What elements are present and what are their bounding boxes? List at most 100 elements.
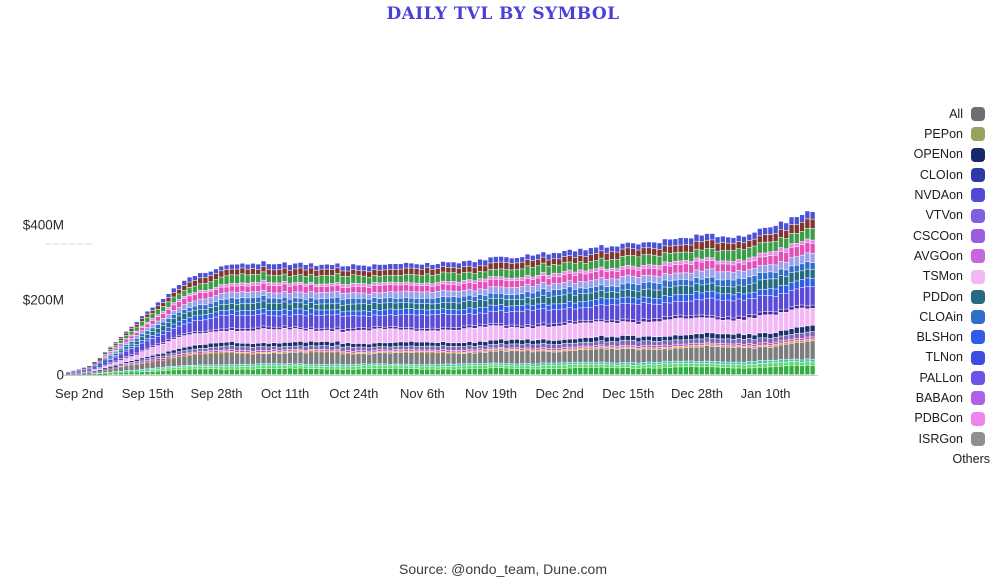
tvl-bar[interactable]	[694, 234, 699, 375]
tvl-bar[interactable]	[266, 264, 271, 375]
tvl-bar[interactable]	[720, 236, 726, 375]
tvl-bar[interactable]	[699, 235, 704, 375]
tvl-bar[interactable]	[271, 264, 277, 375]
tvl-bar[interactable]	[351, 264, 356, 375]
tvl-bar[interactable]	[219, 266, 224, 375]
tvl-bar[interactable]	[366, 266, 372, 375]
tvl-bar[interactable]	[541, 252, 546, 375]
tvl-bar[interactable]	[599, 245, 604, 375]
tvl-bar[interactable]	[630, 243, 636, 375]
tvl-bar[interactable]	[108, 346, 113, 375]
tvl-bar[interactable]	[87, 366, 92, 375]
tvl-bar[interactable]	[604, 247, 609, 375]
legend-item-others[interactable]: Others	[913, 449, 990, 469]
tvl-bar[interactable]	[784, 223, 789, 375]
tvl-bar[interactable]	[636, 244, 641, 375]
legend-item-isrgon[interactable]: ISRGon	[913, 429, 985, 449]
tvl-bar[interactable]	[799, 214, 805, 375]
legend-item-blshon[interactable]: BLSHon	[913, 327, 985, 347]
tvl-bar[interactable]	[477, 259, 483, 375]
tvl-bar[interactable]	[467, 260, 472, 375]
tvl-bar[interactable]	[715, 237, 720, 375]
tvl-bar[interactable]	[319, 264, 324, 375]
legend-item-nvdaon[interactable]: NVDAon	[913, 185, 985, 205]
tvl-bar[interactable]	[419, 264, 425, 375]
tvl-bar[interactable]	[198, 273, 203, 375]
tvl-bar[interactable]	[757, 228, 762, 375]
tvl-bar[interactable]	[171, 288, 176, 375]
tvl-bar[interactable]	[662, 239, 667, 375]
tvl-bar[interactable]	[472, 262, 477, 375]
tvl-bar[interactable]	[314, 265, 319, 375]
tvl-bar[interactable]	[762, 227, 768, 375]
tvl-bar[interactable]	[382, 264, 388, 375]
legend-item-pddon[interactable]: PDDon	[913, 287, 985, 307]
tvl-bar[interactable]	[483, 260, 488, 375]
tvl-bar[interactable]	[741, 236, 747, 375]
tvl-bar[interactable]	[535, 254, 541, 375]
tvl-bar[interactable]	[726, 237, 731, 375]
tvl-bar[interactable]	[810, 212, 815, 375]
tvl-bar[interactable]	[213, 269, 219, 375]
tvl-bar[interactable]	[356, 265, 361, 375]
tvl-bar[interactable]	[124, 331, 129, 375]
tvl-bar[interactable]	[498, 256, 504, 375]
tvl-bar[interactable]	[76, 369, 81, 375]
tvl-bar[interactable]	[409, 263, 414, 375]
tvl-bar[interactable]	[134, 322, 139, 375]
tvl-bar[interactable]	[403, 262, 409, 375]
tvl-bar[interactable]	[71, 370, 76, 375]
tvl-bar[interactable]	[229, 264, 234, 375]
tvl-bar[interactable]	[245, 264, 250, 375]
tvl-bar[interactable]	[340, 266, 345, 375]
tvl-bar[interactable]	[768, 227, 773, 375]
tvl-bar[interactable]	[620, 243, 625, 375]
tvl-bar[interactable]	[282, 262, 287, 375]
tvl-bar[interactable]	[139, 316, 145, 375]
tvl-bar[interactable]	[462, 261, 467, 375]
tvl-bar[interactable]	[514, 258, 520, 375]
tvl-bar[interactable]	[224, 265, 229, 375]
tvl-bar[interactable]	[303, 264, 308, 375]
tvl-bar[interactable]	[113, 342, 118, 375]
tvl-bar[interactable]	[683, 238, 689, 375]
tvl-bar[interactable]	[446, 262, 451, 375]
tvl-bar[interactable]	[578, 248, 583, 375]
plot-area[interactable]	[66, 211, 815, 376]
tvl-bar[interactable]	[81, 367, 87, 375]
tvl-bar[interactable]	[488, 257, 493, 375]
tvl-bar[interactable]	[377, 264, 382, 375]
tvl-bar[interactable]	[805, 211, 810, 375]
tvl-bar[interactable]	[678, 237, 683, 375]
tvl-bar[interactable]	[710, 233, 715, 375]
tvl-bar[interactable]	[187, 277, 192, 375]
tvl-bar[interactable]	[689, 238, 694, 375]
legend-item-cloain[interactable]: CLOAin	[913, 307, 985, 327]
tvl-bar[interactable]	[129, 326, 134, 375]
tvl-bar[interactable]	[234, 264, 240, 375]
tvl-bar[interactable]	[794, 217, 799, 375]
legend-item-openon[interactable]: OPENon	[913, 145, 985, 165]
tvl-bar[interactable]	[557, 253, 562, 375]
legend-item-babaon[interactable]: BABAon	[913, 388, 985, 408]
tvl-bar[interactable]	[562, 250, 567, 375]
tvl-bar[interactable]	[308, 263, 314, 375]
tvl-bar[interactable]	[652, 242, 657, 375]
tvl-bar[interactable]	[102, 352, 108, 375]
tvl-bar[interactable]	[546, 254, 551, 375]
tvl-bar[interactable]	[583, 250, 588, 375]
tvl-bar[interactable]	[493, 256, 498, 375]
tvl-bar[interactable]	[298, 262, 303, 375]
tvl-bar[interactable]	[504, 257, 509, 375]
legend-item-all[interactable]: All	[913, 104, 985, 124]
tvl-bar[interactable]	[736, 235, 741, 375]
tvl-bar[interactable]	[509, 258, 514, 375]
tvl-bar[interactable]	[192, 276, 198, 375]
tvl-bar[interactable]	[345, 266, 351, 375]
legend-item-cloion[interactable]: CLOIon	[913, 165, 985, 185]
tvl-bar[interactable]	[646, 242, 652, 375]
tvl-bar[interactable]	[166, 293, 171, 375]
legend-item-avgoon[interactable]: AVGOon	[913, 246, 985, 266]
tvl-bar[interactable]	[155, 302, 161, 375]
